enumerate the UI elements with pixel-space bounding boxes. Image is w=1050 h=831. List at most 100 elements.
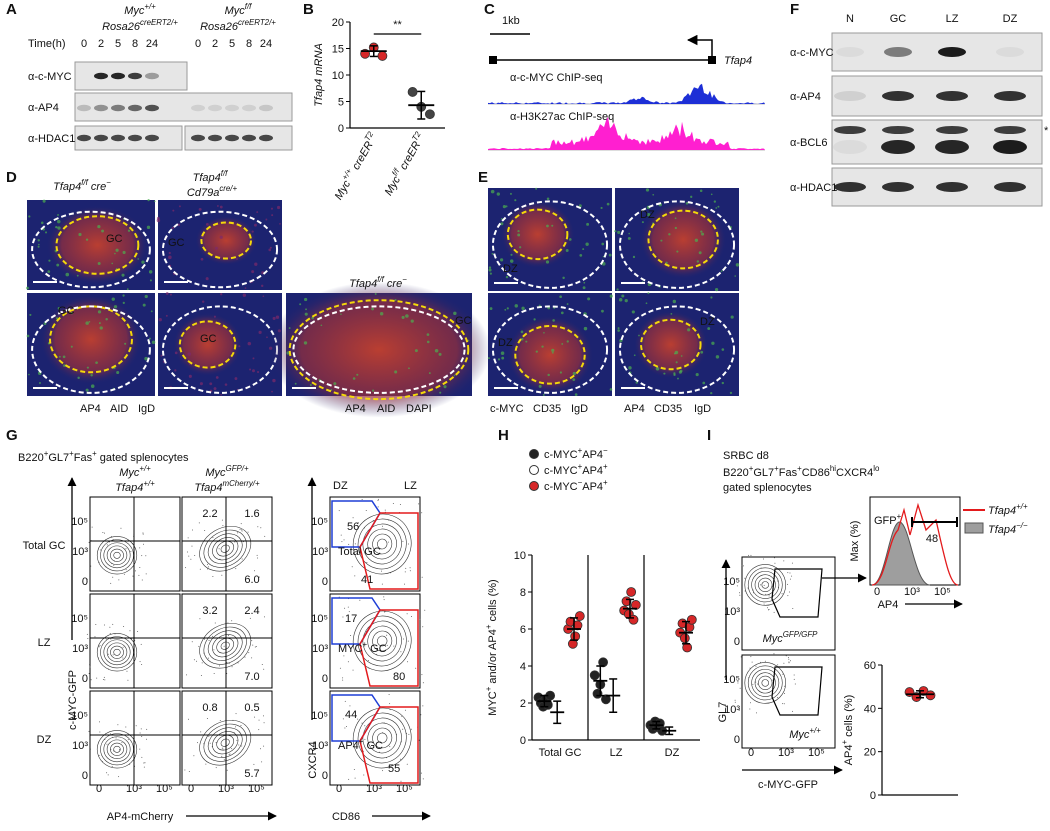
micrograph-speckle <box>707 327 711 330</box>
micrograph-speckle <box>48 259 51 262</box>
micrograph-speckle <box>488 268 492 272</box>
micrograph-speckle <box>700 350 704 354</box>
text-part: AP4 <box>582 465 603 477</box>
flow-event <box>787 572 789 574</box>
micrograph-speckle <box>585 242 589 246</box>
region-outline <box>200 221 252 260</box>
flow-event <box>261 663 263 665</box>
blot-band <box>936 182 968 192</box>
region-outline <box>618 200 736 289</box>
micrograph-speckle <box>122 301 125 304</box>
text-part: + <box>603 462 608 471</box>
flow-event <box>351 566 353 568</box>
micrograph-speckle <box>29 313 32 316</box>
text-part: MYC <box>338 643 363 655</box>
flow-contour <box>357 615 407 667</box>
text-part: AP4 <box>338 740 359 752</box>
text-part: + <box>797 464 802 473</box>
micrograph-speckle <box>514 199 517 202</box>
flow-event <box>198 522 200 524</box>
genotype: Rosa26creERT2/+ <box>200 18 276 33</box>
flow-event <box>342 718 344 720</box>
flow-event <box>238 744 240 746</box>
micrograph-speckle <box>269 246 272 249</box>
flow-event <box>197 742 199 744</box>
micrograph-speckle <box>699 189 703 193</box>
image-header: Tfap4f/f cre− <box>53 178 111 193</box>
flow-event <box>789 572 791 574</box>
flow-event <box>212 576 214 578</box>
micrograph-speckle <box>538 384 542 388</box>
flow-event <box>364 738 366 740</box>
flow-event <box>766 607 768 609</box>
flow-contour <box>761 581 769 589</box>
micrograph-speckle <box>621 294 625 298</box>
flow-event <box>227 635 229 637</box>
text-part: CXCR4 <box>836 467 873 479</box>
micrograph-speckle <box>272 378 276 383</box>
stain-legend: AID <box>377 403 395 415</box>
micrograph-speckle <box>499 258 504 262</box>
flow-event <box>787 583 789 585</box>
flow-event <box>98 755 100 757</box>
micrograph-speckle <box>721 381 725 385</box>
micrograph-speckle <box>271 390 273 393</box>
blot <box>831 32 1043 72</box>
flow-event <box>787 657 789 659</box>
flow-event <box>740 656 742 658</box>
flow-tick: 10³ <box>126 783 142 795</box>
micrograph-speckle <box>489 272 492 275</box>
micrograph-speckle <box>551 224 554 227</box>
blot-band <box>111 104 125 112</box>
flow-event <box>88 730 90 732</box>
micrograph-speckle <box>47 270 51 274</box>
micrograph-speckle <box>371 307 374 311</box>
flow-event <box>221 574 223 576</box>
micrograph-speckle <box>533 318 536 321</box>
blot-band <box>128 72 142 80</box>
flow-contour <box>103 542 131 569</box>
micrograph-speckle <box>520 330 524 334</box>
flow-event <box>411 616 413 618</box>
flow-event <box>342 677 344 679</box>
gate-value: 44 <box>345 709 357 721</box>
flow-event <box>759 584 761 586</box>
flow-event <box>241 530 243 532</box>
micrograph-speckle <box>260 284 264 288</box>
flow-event <box>347 606 349 608</box>
micrograph-speckle <box>122 250 126 255</box>
flow-event <box>402 728 404 730</box>
flow-event <box>106 544 108 546</box>
text-part: Myc <box>383 174 404 198</box>
flow-contour <box>216 734 235 751</box>
blot-band <box>208 134 222 142</box>
micrograph-speckle <box>199 382 203 386</box>
micrograph-speckle <box>279 222 281 225</box>
text-part: + <box>44 449 49 458</box>
flow-event <box>404 583 406 585</box>
flow-event <box>145 573 147 575</box>
micrograph-speckle <box>521 306 525 311</box>
micrograph-speckle <box>187 352 192 356</box>
micrograph-speckle <box>299 303 302 306</box>
flow-event <box>791 562 793 564</box>
flow-event <box>88 673 90 675</box>
gate <box>771 666 823 716</box>
micrograph-speckle <box>535 350 538 353</box>
flow-event <box>122 657 124 659</box>
micrograph-speckle <box>690 195 693 198</box>
micrograph-speckle <box>65 272 70 277</box>
flow-contour <box>113 648 121 656</box>
micrograph-speckle <box>717 205 720 208</box>
micrograph-speckle <box>276 205 281 210</box>
chip-track <box>488 116 765 150</box>
gate-value: 55 <box>388 763 400 775</box>
blot-label: α-HDAC1 <box>790 182 837 194</box>
flow-event <box>783 703 785 705</box>
flow-contour <box>362 523 402 565</box>
flow-event <box>141 664 143 666</box>
flow-event <box>263 668 265 670</box>
text-part: Rosa26 <box>102 21 141 33</box>
micrograph-speckle <box>676 250 679 253</box>
